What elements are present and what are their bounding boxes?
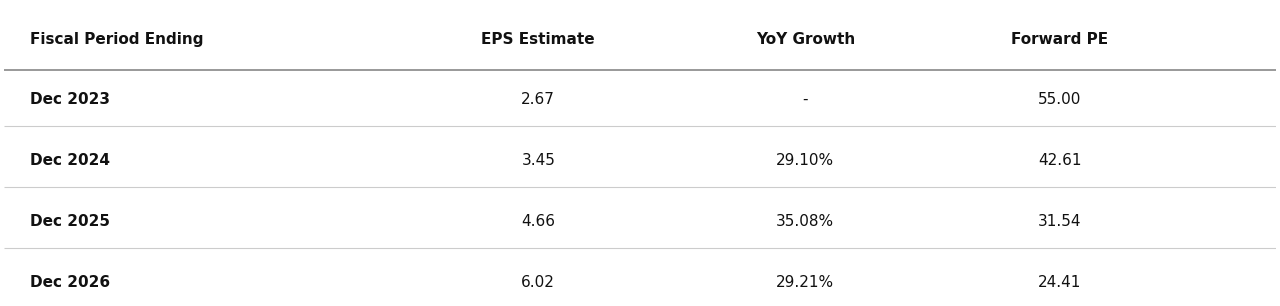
Text: 42.61: 42.61 — [1038, 153, 1082, 168]
Text: Fiscal Period Ending: Fiscal Period Ending — [29, 32, 204, 47]
Text: EPS Estimate: EPS Estimate — [481, 32, 595, 47]
Text: 35.08%: 35.08% — [776, 214, 835, 229]
Text: Forward PE: Forward PE — [1011, 32, 1108, 47]
Text: 29.10%: 29.10% — [776, 153, 835, 168]
Text: 31.54: 31.54 — [1038, 214, 1082, 229]
Text: 3.45: 3.45 — [521, 153, 556, 168]
Text: Dec 2023: Dec 2023 — [29, 92, 110, 107]
Text: 6.02: 6.02 — [521, 275, 556, 290]
Text: 24.41: 24.41 — [1038, 275, 1082, 290]
Text: Dec 2024: Dec 2024 — [29, 153, 110, 168]
Text: 2.67: 2.67 — [521, 92, 556, 107]
Text: 4.66: 4.66 — [521, 214, 556, 229]
Text: 55.00: 55.00 — [1038, 92, 1082, 107]
Text: YoY Growth: YoY Growth — [755, 32, 855, 47]
Text: Dec 2025: Dec 2025 — [29, 214, 110, 229]
Text: Dec 2026: Dec 2026 — [29, 275, 110, 290]
Text: -: - — [803, 92, 808, 107]
Text: 29.21%: 29.21% — [776, 275, 835, 290]
